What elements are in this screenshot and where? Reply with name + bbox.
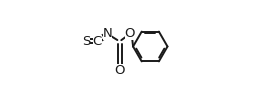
- Text: O: O: [114, 64, 124, 77]
- Text: C: C: [92, 35, 102, 48]
- Text: S: S: [82, 35, 90, 48]
- Text: N: N: [102, 27, 112, 40]
- Text: O: O: [124, 27, 135, 40]
